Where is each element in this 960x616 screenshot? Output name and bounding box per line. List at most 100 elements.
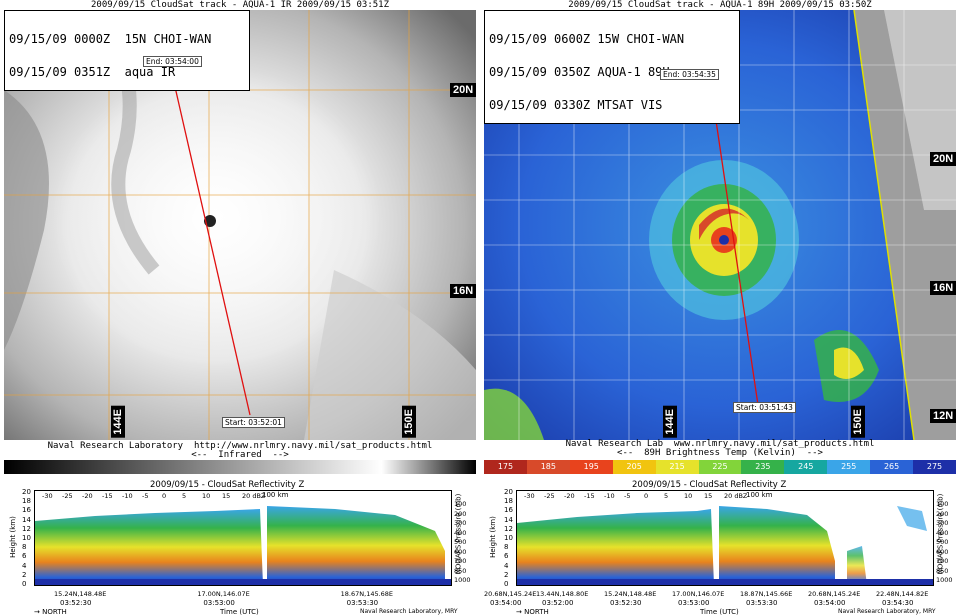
right-lat-label: 20N: [930, 152, 957, 166]
pressure-tick: 200: [454, 509, 467, 518]
pressure-tick: 400: [454, 528, 467, 537]
x-coord-tick: 15.24N,148.48E: [54, 590, 107, 598]
pressure-tick: 100: [936, 500, 949, 508]
height-tick: 16: [22, 506, 31, 515]
pressure-tick: 500: [936, 538, 949, 546]
dbz-tick: 20 dBZ: [242, 492, 266, 500]
height-tick: 14: [504, 515, 513, 524]
right-pressure-label: NOGAPS Pressure (mb): [936, 493, 945, 575]
pressure-tick: 100: [454, 500, 467, 508]
right-header-line: 09/15/09 0600Z 15W CHOI-WAN: [489, 32, 685, 46]
x-coord-tick: 18.87N,145.66E: [740, 590, 793, 598]
left-track-end-tag: End: 03:54:00: [143, 56, 202, 67]
colorbar-cell: 215: [655, 460, 699, 474]
pressure-tick: 600: [454, 547, 467, 556]
x-coord-tick: 20.68N,145.24E: [808, 590, 861, 598]
colorbar-cell: 195: [569, 460, 613, 474]
right-header-line: 09/15/09 0350Z AQUA-1 89H: [489, 65, 670, 79]
x-time-tick: 03:52:00: [542, 599, 574, 607]
height-tick: 2: [504, 570, 509, 579]
height-tick: 0: [22, 580, 27, 588]
x-time-tick: 03:52:30: [60, 599, 92, 607]
height-tick: 4: [504, 561, 509, 570]
left-header-line: 09/15/09 0000Z 15N CHOI-WAN: [9, 32, 212, 46]
right-footer-right: Naval Research Laboratory, MRY: [838, 608, 936, 615]
dbz-tick: -25: [62, 492, 73, 500]
colorbar-cell: 225: [698, 460, 742, 474]
pressure-tick: 300: [454, 519, 467, 527]
height-tick: 10: [22, 534, 31, 542]
left-footer-left: → NORTH: [34, 608, 67, 616]
x-time-tick: 03:53:00: [203, 599, 235, 607]
right-footer-left: → NORTH: [516, 608, 549, 616]
colorbar-cell: 245: [784, 460, 828, 474]
dbz-tick: -10: [122, 492, 133, 500]
height-tick: 4: [22, 561, 27, 570]
x-time-tick: 03:52:30: [610, 599, 642, 607]
brightness-temp-colorbar: 175 185 195 205 215 225 235 245 255 265 275: [484, 460, 956, 474]
dbz-tick: 10: [684, 492, 693, 500]
right-lat-label: 12N: [930, 409, 957, 423]
right-reflectivity-plot: [516, 490, 934, 586]
right-credit: Naval Research Lab www.nrlmry.navy.mil/s…: [565, 439, 875, 458]
dbz-tick: -5: [624, 492, 631, 500]
height-tick: 12: [504, 524, 513, 533]
x-coord-tick: 20.68N,145.24E: [484, 590, 537, 598]
dbz-tick: -10: [604, 492, 615, 500]
colorbar-cell: 185: [526, 460, 570, 474]
left-xsection-title: 2009/09/15 - CloudSat Reflectivity Z: [150, 480, 305, 490]
dbz-tick: -20: [564, 492, 575, 500]
height-tick: 16: [504, 506, 513, 515]
x-coord-tick: 18.67N,145.68E: [340, 590, 394, 598]
left-time-label: Time (UTC): [220, 608, 259, 616]
right-xsection-title: 2009/09/15 - CloudSat Reflectivity Z: [632, 480, 787, 490]
x-coord-tick: 13.44N,148.80E: [536, 590, 589, 598]
dbz-tick: 5: [182, 492, 187, 500]
x-time-tick: 03:54:00: [490, 599, 522, 607]
dbz-tick: 15: [222, 492, 231, 500]
height-tick: 18: [22, 497, 31, 506]
right-scale-bar: 100 km: [746, 491, 773, 499]
pressure-tick: 600: [936, 547, 949, 556]
right-header-box: 09/15/09 0600Z 15W CHOI-WAN 09/15/09 035…: [484, 10, 740, 124]
colorbar-cell: 275: [913, 460, 956, 474]
dbz-tick: 15: [704, 492, 713, 500]
height-tick: 8: [22, 543, 27, 552]
dbz-tick: 5: [664, 492, 669, 500]
right-panel-title: 2009/09/15 CloudSat track - AQUA-1 89H 2…: [568, 0, 872, 10]
left-panel-title: 2009/09/15 CloudSat track - AQUA-1 IR 20…: [90, 0, 389, 10]
x-time-tick: 03:53:30: [346, 599, 379, 607]
x-coord-tick: 17.00N,146.07E: [672, 590, 725, 598]
left-lat-label: 20N: [450, 83, 477, 97]
height-tick: 6: [504, 552, 509, 561]
dbz-tick: -25: [544, 492, 555, 500]
x-coord-tick: 22.48N,144.82E: [876, 590, 929, 598]
left-scale-bar: 100 km: [262, 491, 289, 499]
x-time-tick: 03:54:30: [882, 599, 914, 607]
height-tick: 0: [504, 580, 509, 588]
colorbar-cell: 175: [484, 460, 527, 474]
height-tick: 10: [504, 534, 513, 542]
height-tick: 14: [22, 515, 31, 524]
colorbar-cell: 255: [827, 460, 871, 474]
pressure-tick: 700: [936, 557, 949, 565]
x-coord-tick: 15.24N,148.48E: [604, 590, 657, 598]
pressure-tick: 300: [936, 519, 949, 527]
dbz-tick: -5: [142, 492, 149, 500]
pressure-tick: 1000: [936, 576, 953, 584]
height-tick: 6: [22, 552, 27, 561]
dbz-tick: -15: [584, 492, 595, 500]
right-lon-label: 150E: [851, 406, 865, 438]
pressure-tick: 850: [936, 566, 949, 575]
pressure-tick: 400: [936, 528, 949, 537]
height-tick: 18: [504, 497, 513, 506]
right-track-end-tag: End: 03:54:35: [660, 69, 719, 80]
dbz-tick: -30: [524, 492, 535, 500]
x-time-tick: 03:53:00: [678, 599, 710, 607]
pressure-tick: 1000: [454, 576, 471, 584]
height-tick: 20: [22, 488, 31, 496]
left-track-start-tag: Start: 03:52:01: [222, 417, 285, 428]
left-reflectivity-plot: [34, 490, 452, 586]
left-credit: Naval Research Laboratory http://www.nrl…: [47, 441, 433, 460]
right-lon-label: 144E: [663, 406, 677, 438]
